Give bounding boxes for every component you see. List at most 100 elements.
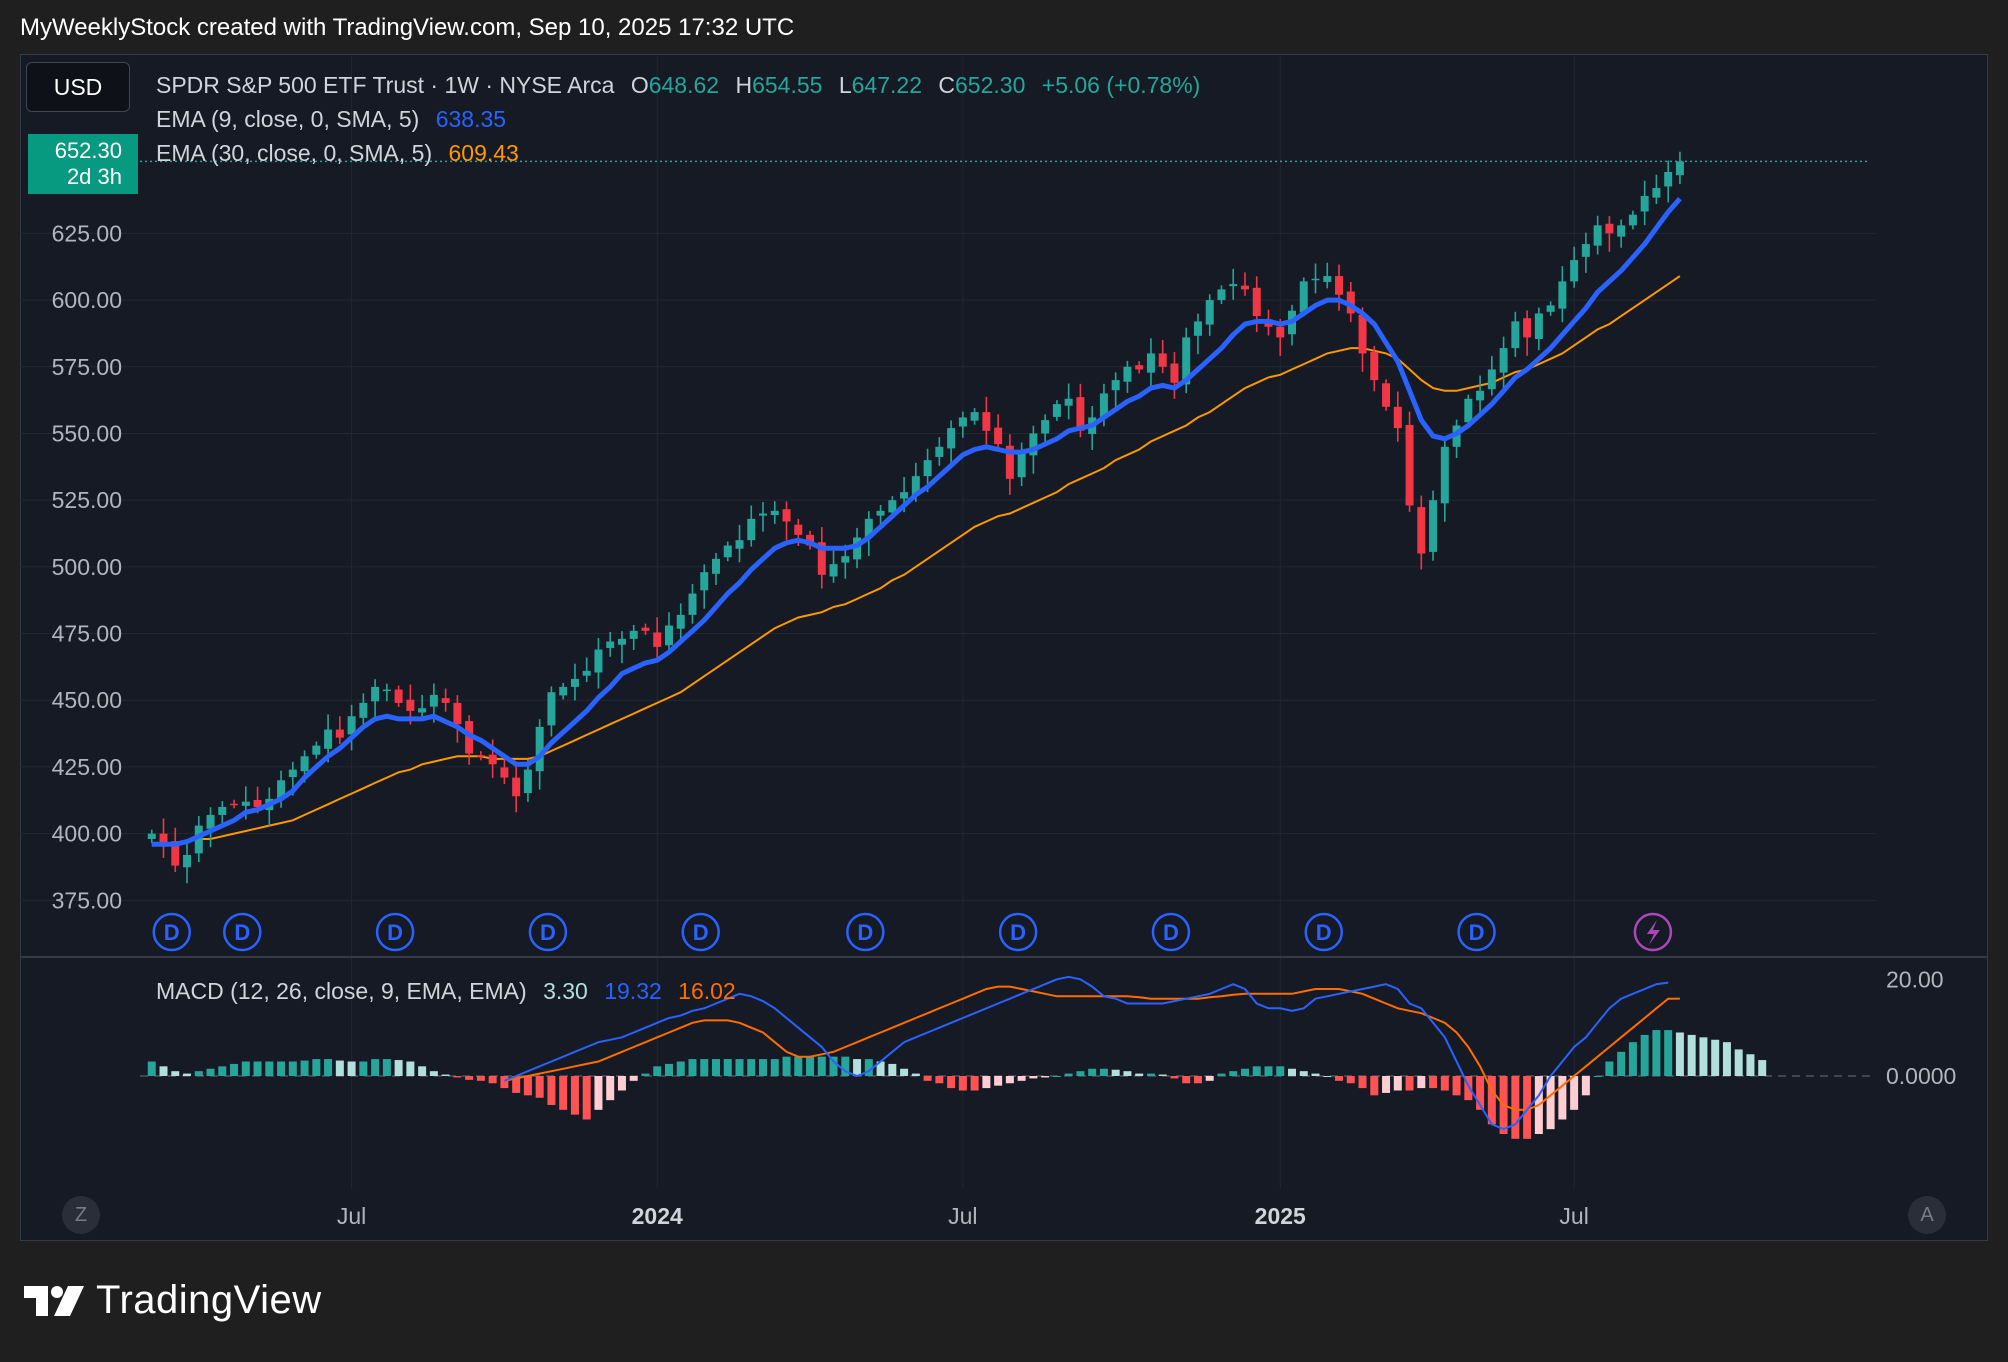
candle-body[interactable] (1523, 318, 1532, 338)
candle-body[interactable] (1041, 420, 1050, 434)
candle-body[interactable] (688, 593, 697, 615)
dividend-icon[interactable] (223, 912, 262, 952)
candle-body[interactable] (476, 755, 485, 757)
candle-body[interactable] (1052, 404, 1061, 417)
candle-body[interactable] (935, 446, 944, 457)
candle-body[interactable] (900, 492, 909, 499)
candle-body[interactable] (782, 509, 791, 522)
candle-body[interactable] (1111, 380, 1120, 391)
candle-body[interactable] (547, 692, 556, 726)
candle-body[interactable] (1193, 321, 1202, 336)
candle-body[interactable] (911, 476, 920, 496)
candle-body[interactable] (1335, 276, 1344, 295)
candle-body[interactable] (1229, 284, 1238, 287)
candle-body[interactable] (535, 726, 544, 772)
candle-body[interactable] (1252, 287, 1261, 317)
candle-body[interactable] (1005, 445, 1014, 479)
candle-body[interactable] (888, 500, 897, 513)
candle-body[interactable] (1170, 363, 1179, 383)
candle-body[interactable] (1640, 196, 1649, 212)
candle-body[interactable] (512, 777, 521, 797)
candle-body[interactable] (676, 614, 685, 629)
candle-body[interactable] (747, 518, 756, 541)
candle-body[interactable] (1558, 281, 1567, 309)
candle-body[interactable] (230, 803, 239, 806)
candle-body[interactable] (829, 564, 838, 577)
candle-body[interactable] (1393, 406, 1402, 429)
candle-body[interactable] (629, 630, 638, 639)
candle-body[interactable] (876, 510, 885, 516)
candle-body[interactable] (664, 625, 673, 646)
zoom-button[interactable]: Z (62, 1196, 100, 1234)
candle-body[interactable] (1593, 225, 1602, 246)
candle-body[interactable] (1182, 337, 1191, 385)
candle-body[interactable] (1276, 326, 1285, 338)
candle-body[interactable] (712, 558, 720, 574)
candle-body[interactable] (1076, 397, 1085, 431)
candle-body[interactable] (324, 729, 333, 749)
candle-body[interactable] (864, 518, 873, 538)
candle-body[interactable] (1158, 353, 1167, 367)
candle-body[interactable] (841, 556, 850, 563)
candle-body[interactable] (359, 702, 368, 718)
candle-body[interactable] (617, 638, 626, 645)
candle-body[interactable] (1323, 276, 1332, 282)
candle-body[interactable] (947, 428, 956, 449)
dividend-icon[interactable] (528, 912, 568, 952)
ema30-legend[interactable]: EMA (30, close, 0, SMA, 5) 609.43 (156, 140, 519, 167)
candle-body[interactable] (1017, 452, 1026, 478)
candle-body[interactable] (817, 542, 826, 575)
candle-body[interactable] (335, 729, 344, 738)
candle-body[interactable] (394, 689, 403, 703)
candle-body[interactable] (1358, 315, 1367, 354)
dividend-icon[interactable] (152, 912, 192, 952)
dividend-icon[interactable] (375, 912, 415, 952)
candle-body[interactable] (1476, 390, 1485, 401)
dividend-icon[interactable] (998, 912, 1038, 952)
candle-body[interactable] (453, 702, 462, 725)
candle-body[interactable] (1135, 365, 1144, 370)
candle-body[interactable] (700, 572, 709, 591)
candle-body[interactable] (1370, 351, 1379, 381)
dividend-icon[interactable] (1304, 912, 1344, 952)
symbol-title[interactable]: SPDR S&P 500 ETF Trust · 1W · NYSE Arca (156, 72, 615, 98)
candle-body[interactable] (759, 513, 768, 516)
candle-body[interactable] (194, 825, 203, 854)
candle-body[interactable] (641, 627, 650, 631)
candle-body[interactable] (382, 689, 391, 692)
dividend-icon[interactable] (846, 912, 885, 952)
candle-body[interactable] (441, 698, 450, 703)
auto-scale-button[interactable]: A (1908, 1196, 1946, 1234)
candle-body[interactable] (171, 841, 180, 866)
candle-body[interactable] (159, 833, 168, 845)
candle-body[interactable] (559, 686, 568, 696)
candle-body[interactable] (594, 649, 603, 673)
candle-body[interactable] (606, 641, 615, 648)
candle-body[interactable] (1511, 321, 1520, 349)
candle-body[interactable] (1546, 305, 1555, 312)
candle-body[interactable] (241, 801, 250, 806)
candle-body[interactable] (958, 417, 967, 427)
candle-body[interactable] (1029, 433, 1038, 456)
candle-body[interactable] (277, 780, 286, 799)
candle-body[interactable] (312, 745, 321, 755)
candle-body[interactable] (1123, 366, 1132, 382)
candle-body[interactable] (371, 686, 380, 702)
candle-body[interactable] (853, 537, 862, 560)
candle-body[interactable] (723, 545, 732, 558)
candle-body[interactable] (1605, 223, 1614, 234)
candle-body[interactable] (1417, 507, 1426, 554)
candle-body[interactable] (806, 534, 815, 546)
dividend-icon[interactable] (1151, 912, 1191, 952)
candle-body[interactable] (488, 754, 497, 765)
candle-body[interactable] (1499, 348, 1508, 373)
currency-button[interactable]: USD (26, 62, 130, 112)
candle-body[interactable] (1652, 188, 1661, 198)
candle-body[interactable] (653, 632, 662, 647)
candle-body[interactable] (982, 412, 991, 431)
candle-body[interactable] (500, 767, 509, 778)
candle-body[interactable] (218, 806, 227, 815)
candle-body[interactable] (523, 769, 532, 794)
candle-body[interactable] (1064, 398, 1073, 406)
